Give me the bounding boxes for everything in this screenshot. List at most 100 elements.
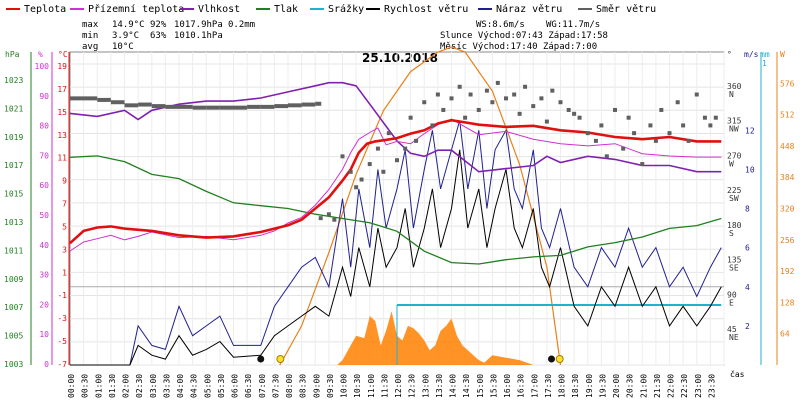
wind-direction-point bbox=[681, 123, 686, 128]
pressure-tick-label: 1009 bbox=[4, 275, 23, 284]
legend-label: Teplota bbox=[24, 4, 66, 15]
wind-direction-bar bbox=[206, 105, 220, 110]
wind-direction-point bbox=[395, 158, 399, 163]
solar-tick-label: 512 bbox=[780, 111, 795, 120]
pressure-tick-label: 1023 bbox=[4, 76, 23, 85]
sunset-icon bbox=[555, 355, 564, 363]
time-tick-label: 13:30 bbox=[435, 374, 444, 398]
time-tick-label: 06:30 bbox=[244, 374, 253, 398]
series-layer bbox=[69, 46, 722, 366]
x-axis: 00:00 00:30 01:00 01:30 02:00 02:30 03:00 03:30… bbox=[67, 369, 745, 398]
wind-direction-point bbox=[367, 162, 372, 167]
wind-direction-point bbox=[675, 100, 680, 105]
time-tick-label: 06:00 bbox=[231, 374, 240, 398]
humidity-tick-label: 80 bbox=[39, 122, 49, 131]
wind-direction-point bbox=[626, 115, 631, 120]
wind-unit: m/s bbox=[744, 50, 759, 59]
time-tick-label: 20:30 bbox=[626, 374, 635, 398]
legend-label: Rychlost větru bbox=[384, 3, 468, 15]
direction-compass-label: S bbox=[729, 229, 734, 238]
time-tick-label: 15:30 bbox=[489, 374, 498, 398]
direction-compass-label: NW bbox=[729, 125, 739, 134]
time-tick-label: 19:30 bbox=[598, 374, 607, 398]
temp-tick-label: 13 bbox=[57, 131, 67, 140]
x-axis-label: čas bbox=[730, 369, 745, 379]
pressure-tick-label: 1021 bbox=[4, 104, 23, 113]
stat-label: min bbox=[82, 31, 98, 41]
wind-direction-point bbox=[593, 138, 598, 143]
right-axes: ° m/s mm W360N315NW270W225SW180S135SE90E45N… bbox=[727, 50, 795, 365]
wind-direction-point bbox=[348, 169, 353, 174]
solar-tick-label: 128 bbox=[780, 298, 795, 307]
solar-tick-label: 64 bbox=[780, 330, 790, 339]
wind-direction-point bbox=[544, 119, 549, 124]
rain-unit: mm bbox=[760, 50, 770, 59]
direction-unit: ° bbox=[727, 50, 732, 59]
time-tick-label: 12:30 bbox=[408, 374, 417, 398]
sun-moon-markers bbox=[257, 355, 564, 363]
wind-direction-bar bbox=[233, 105, 248, 110]
wind-direction-point bbox=[422, 100, 427, 105]
temp-tick-label: 15 bbox=[57, 108, 67, 117]
wind-direction-point bbox=[435, 92, 440, 97]
wind-direction-bar bbox=[179, 104, 193, 109]
time-tick-label: 23:00 bbox=[694, 374, 703, 398]
wind-direction-point bbox=[686, 138, 691, 143]
wind-direction-point bbox=[667, 131, 672, 136]
wind-direction-point bbox=[354, 185, 359, 190]
wind-direction-bar bbox=[315, 101, 322, 106]
stat-label: max bbox=[82, 20, 99, 30]
time-tick-label: 14:30 bbox=[462, 374, 471, 398]
wind-direction-point bbox=[539, 96, 544, 101]
wind-direction-point bbox=[531, 104, 536, 109]
time-tick-label: 10:00 bbox=[340, 374, 349, 398]
wind-direction-point bbox=[457, 84, 462, 89]
humidity-tick-label: 90 bbox=[39, 92, 49, 101]
time-tick-label: 03:30 bbox=[162, 374, 171, 398]
series-solar-measured bbox=[337, 311, 534, 365]
wind-direction-point bbox=[632, 131, 637, 136]
left-axes: hPa% °C1023102110191017101510131011100910… bbox=[4, 50, 70, 369]
stat-rain: 0.2mm bbox=[228, 20, 255, 30]
time-tick-label: 08:00 bbox=[285, 374, 294, 398]
wind-direction-bar bbox=[165, 104, 179, 109]
wind-direction-point bbox=[430, 123, 435, 128]
humidity-tick-label: 10 bbox=[39, 330, 49, 339]
wind-direction-bar bbox=[124, 103, 139, 108]
time-tick-label: 21:00 bbox=[639, 374, 648, 398]
time-tick-label: 01:30 bbox=[108, 374, 117, 398]
pressure-tick-label: 1007 bbox=[4, 303, 23, 312]
time-tick-label: 05:30 bbox=[217, 374, 226, 398]
wind-direction-point bbox=[476, 107, 481, 112]
wind-direction-point bbox=[599, 123, 604, 128]
pressure-tick-label: 1013 bbox=[4, 218, 23, 227]
wind-direction-bar bbox=[301, 102, 316, 107]
stat-temp: 10°C bbox=[112, 42, 134, 52]
time-tick-label: 07:00 bbox=[258, 374, 267, 398]
direction-tick-label: 90 bbox=[727, 290, 737, 299]
time-tick-label: 22:00 bbox=[667, 374, 676, 398]
time-tick-label: 14:00 bbox=[449, 374, 458, 398]
direction-compass-label: SE bbox=[729, 264, 739, 273]
stat-pressure: 1010.1hPa bbox=[174, 31, 223, 41]
wind-direction-point bbox=[648, 123, 653, 128]
time-tick-label: 02:30 bbox=[135, 374, 144, 398]
wind-direction-bar bbox=[97, 97, 111, 102]
wind-direction-point bbox=[604, 154, 609, 159]
direction-tick-label: 225 bbox=[727, 186, 742, 195]
solar-tick-label: 256 bbox=[780, 236, 795, 245]
solar-tick-label: 384 bbox=[780, 173, 795, 182]
solar-tick-label: 576 bbox=[780, 79, 795, 88]
legend-label: Srážky bbox=[328, 3, 364, 15]
direction-compass-label: N bbox=[729, 90, 734, 99]
pressure-tick-label: 1019 bbox=[4, 133, 23, 142]
wind-direction-point bbox=[408, 115, 413, 120]
humidity-tick-label: 100 bbox=[35, 62, 50, 71]
wind-direction-point bbox=[340, 154, 345, 159]
solar-tick-label: 192 bbox=[780, 267, 795, 276]
legend: Teplota Přízemní teplota Vlhkost Tlak Srážky… bbox=[6, 3, 656, 15]
wind-direction-point bbox=[702, 115, 707, 120]
